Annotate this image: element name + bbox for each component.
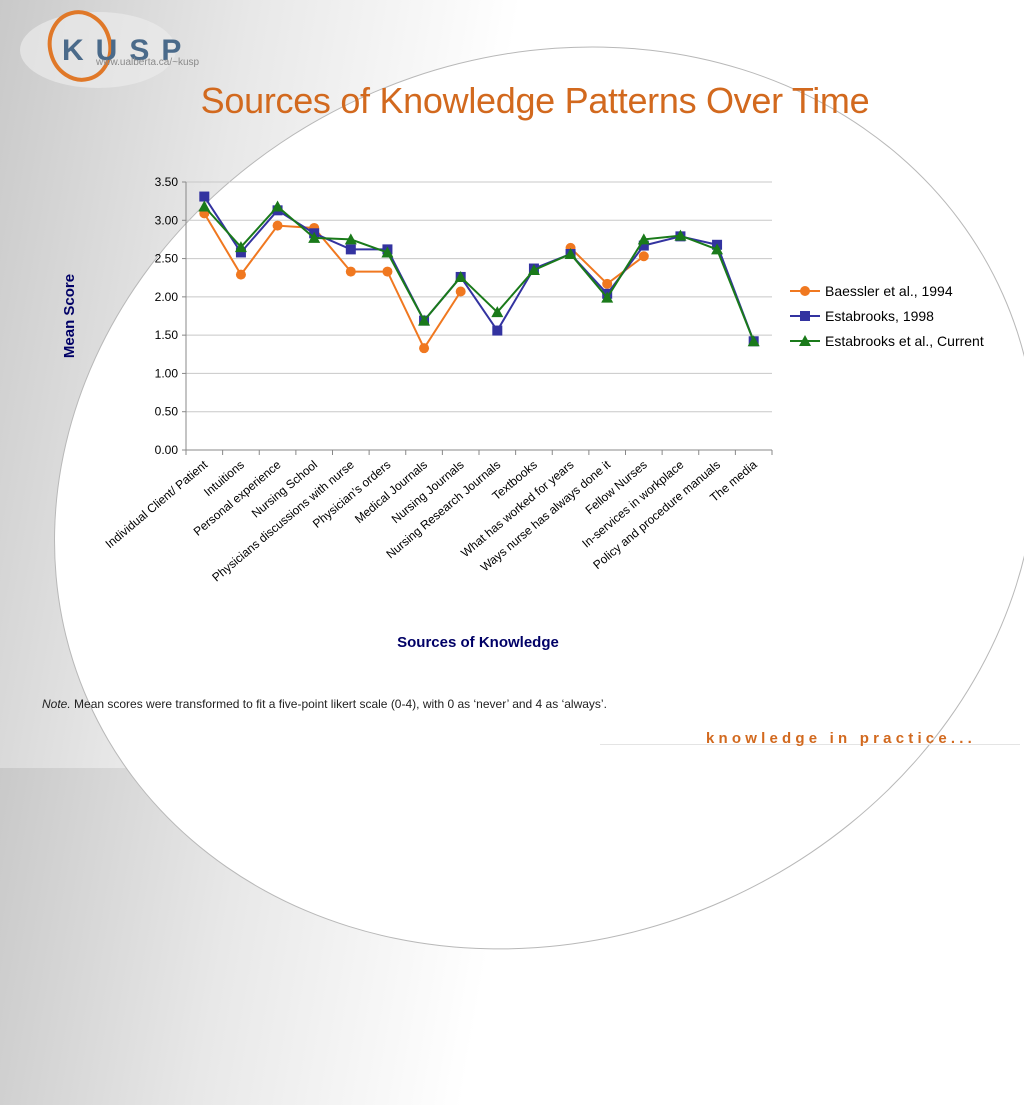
y-tick-label: 3.50 — [155, 175, 179, 189]
footnote: Note. Mean scores were transformed to fi… — [42, 697, 607, 711]
series-line — [203, 205, 755, 342]
data-point — [492, 325, 503, 336]
data-point — [637, 233, 650, 245]
data-point — [564, 247, 577, 259]
x-axis-title: Sources of Knowledge — [397, 634, 559, 651]
data-point — [800, 311, 810, 321]
data-point — [198, 200, 211, 212]
y-tick-label: 0.00 — [155, 443, 179, 457]
series-3 — [198, 200, 760, 347]
y-tick-label: 2.50 — [155, 252, 179, 266]
data-point — [638, 251, 649, 262]
y-tick-label: 1.50 — [155, 328, 179, 342]
data-point — [418, 314, 431, 326]
data-point — [235, 247, 246, 258]
svg-text:KUSP: KUSP — [62, 34, 193, 67]
gridlines — [186, 181, 772, 413]
line-chart: 0.00 0.50 1.00 1.50 2.00 2.50 3.00 3.50 Individu… — [61, 175, 984, 651]
kusp-logo: KUSP — [20, 10, 193, 88]
data-point — [799, 335, 811, 346]
data-point — [382, 266, 393, 277]
data-point — [344, 233, 357, 245]
axes — [182, 181, 773, 455]
x-tick-label: Individual Client/ Patient — [103, 457, 211, 551]
legend-item: Baessler et al., 1994 — [790, 283, 953, 299]
series-line — [203, 212, 462, 351]
data-point — [308, 231, 321, 243]
footnote-prefix: Note. — [42, 697, 71, 711]
footer-tagline: knowledge in practice... — [705, 730, 976, 747]
data-point — [272, 220, 283, 231]
data-point — [638, 240, 649, 251]
footer-divider — [600, 744, 1020, 745]
y-tick-label: 2.00 — [155, 290, 179, 304]
series-1 — [199, 208, 649, 354]
data-point — [234, 241, 247, 253]
data-point — [602, 278, 613, 289]
y-axis-title: Mean Score — [61, 274, 78, 358]
data-point — [345, 244, 356, 255]
legend-label: Estabrooks, 1998 — [825, 308, 934, 324]
data-point — [419, 343, 430, 354]
data-point — [454, 270, 467, 282]
slide-title: Sources of Knowledge Patterns Over Time — [200, 80, 870, 121]
series-line — [203, 196, 755, 342]
data-point — [747, 335, 760, 347]
y-tick-label: 1.00 — [155, 366, 179, 380]
y-tick-label: 3.00 — [155, 213, 179, 227]
legend-item: Estabrooks et al., Current — [790, 333, 984, 349]
legend-label: Baessler et al., 1994 — [825, 283, 953, 299]
data-point — [271, 200, 284, 212]
data-point — [381, 246, 394, 258]
data-point — [527, 264, 540, 276]
legend-label: Estabrooks et al., Current — [825, 333, 984, 349]
legend: Baessler et al., 1994 Estabrooks, 1998 Est… — [790, 283, 984, 349]
data-point — [455, 286, 466, 297]
data-point — [674, 229, 687, 241]
data-point — [491, 306, 504, 318]
data-point — [199, 191, 210, 202]
data-point — [711, 243, 724, 255]
chart: 0.00 0.50 1.00 1.50 2.00 2.50 3.00 3.50 Individu… — [61, 175, 984, 651]
footnote-text: Mean scores were transformed to fit a fi… — [70, 697, 607, 711]
data-point — [800, 286, 810, 296]
legend-item: Estabrooks, 1998 — [790, 308, 934, 324]
logo-url[interactable]: www.ualberta.ca/~kusp — [96, 57, 200, 68]
series-2 — [199, 191, 759, 347]
series-lines — [198, 191, 760, 354]
data-point — [235, 269, 246, 280]
data-point — [601, 291, 614, 303]
y-tick-label: 0.50 — [155, 405, 179, 419]
data-point — [345, 266, 356, 277]
tick-labels: 0.00 0.50 1.00 1.50 2.00 2.50 3.00 3.50 Individu… — [103, 175, 760, 584]
